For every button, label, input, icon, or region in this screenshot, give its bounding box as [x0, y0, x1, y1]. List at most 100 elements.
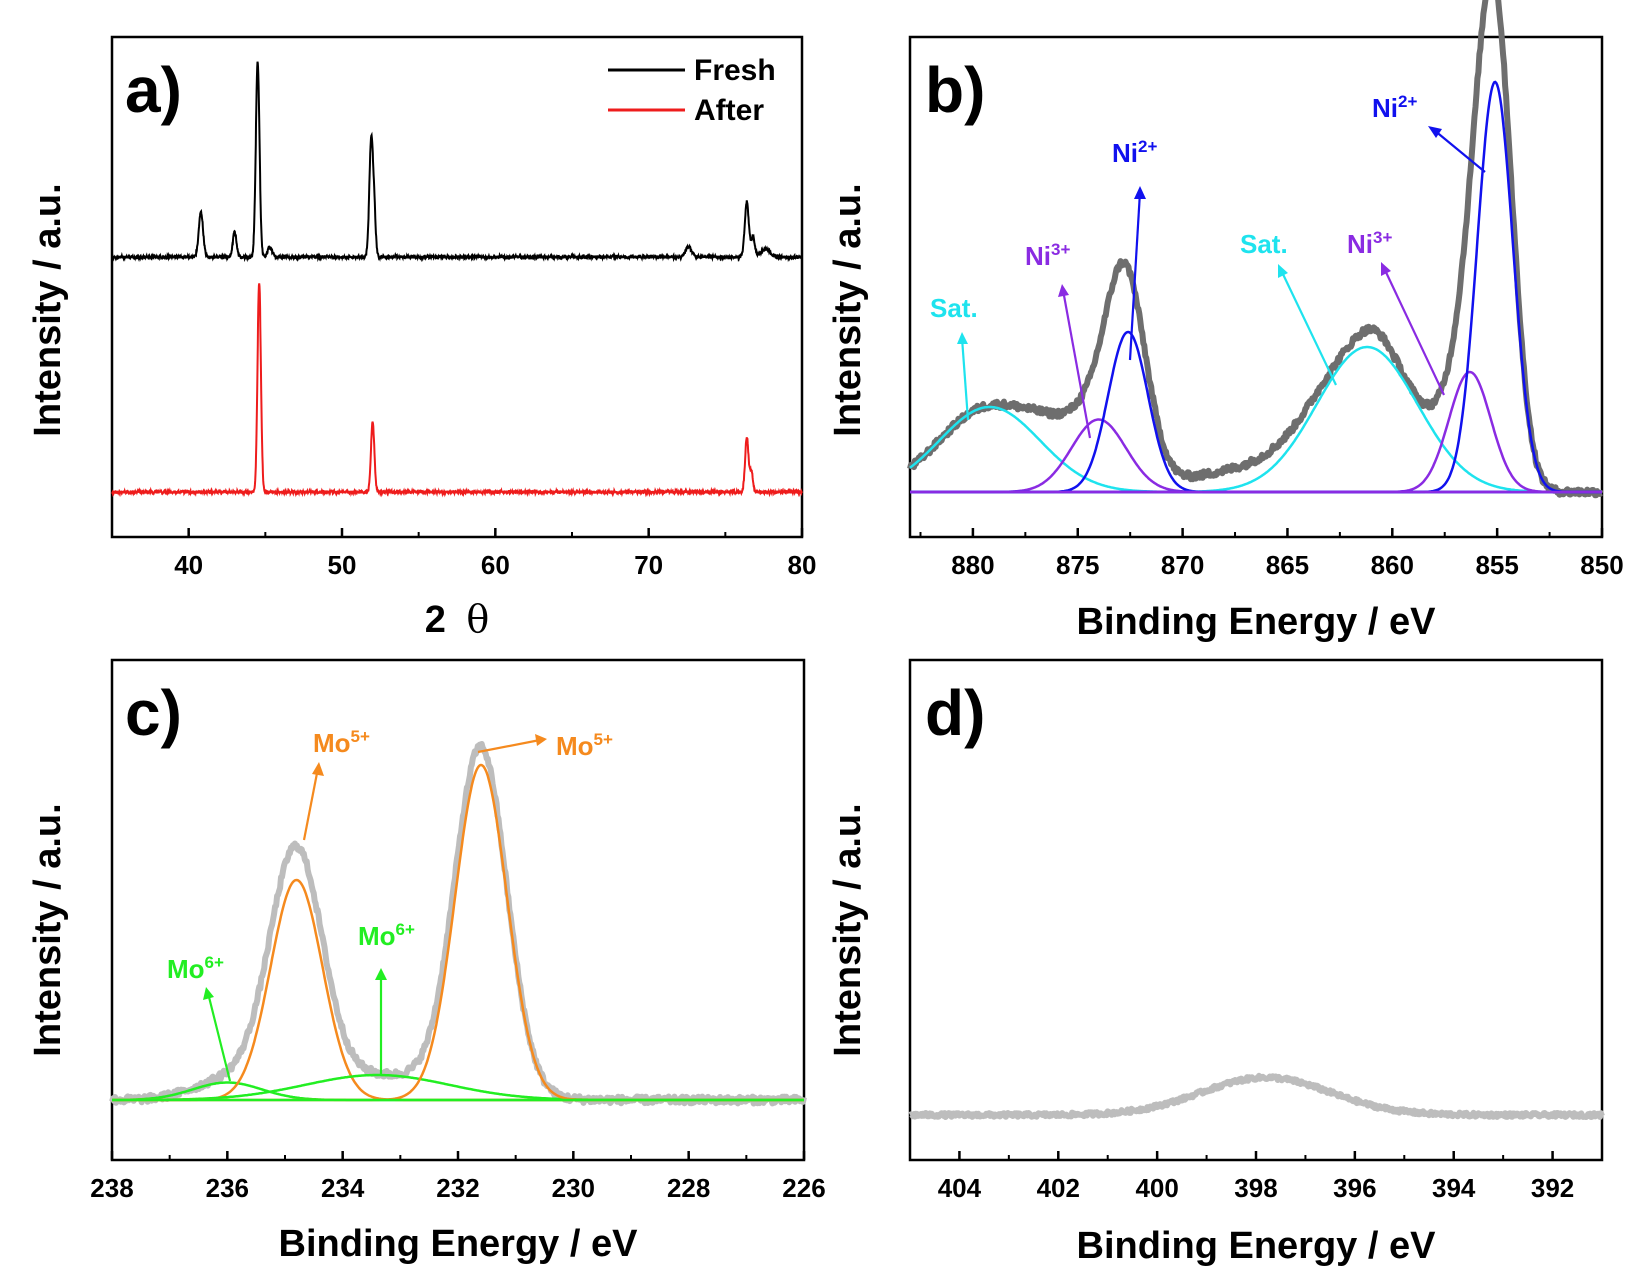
fit-component	[112, 763, 804, 1102]
series-after	[111, 283, 803, 498]
panel-c-xlabel: Binding Energy / eV	[279, 1223, 639, 1265]
x-tick-label: 396	[1333, 1173, 1376, 1203]
x-tick-label: 40	[174, 550, 203, 580]
arrow-c-mo6-left-head	[203, 987, 214, 1000]
label-c-mo6-left: Mo6+	[167, 953, 224, 984]
x-tick-label: 80	[788, 550, 817, 580]
label-b-ni2-right: Ni2+	[1372, 92, 1417, 123]
panel-a-xlabel: 2 θ	[425, 597, 490, 641]
arrow-b-ni2-left-head	[1134, 186, 1146, 199]
panel-b-ticks: 880 875 870 865 860 855 850	[919, 528, 1624, 580]
arrow-c-mo6-left	[206, 992, 232, 1082]
x-tick-label: 236	[206, 1173, 249, 1203]
arrow-b-sat-right-head	[1278, 264, 1288, 278]
panel-a-letter: a)	[125, 54, 182, 126]
label-b-ni3-left: Ni3+	[1025, 240, 1070, 271]
panel-a-legend: Fresh After	[608, 54, 776, 127]
arrow-b-ni3-left-head	[1058, 284, 1069, 297]
x-tick-label: 880	[951, 550, 994, 580]
arrow-b-ni2-right	[1433, 129, 1486, 173]
arrow-b-ni2-right-head	[1428, 126, 1442, 138]
series-fresh	[111, 61, 803, 263]
arrow-c-mo5-left-head	[312, 762, 324, 776]
x-tick-label: 230	[552, 1173, 595, 1203]
arrow-c-mo5-right-head	[535, 734, 547, 746]
fit-component	[112, 878, 804, 1102]
arrow-c-mo6-right-head	[375, 968, 387, 980]
x-tick-label: 228	[667, 1173, 710, 1203]
label-b-ni2-left: Ni2+	[1112, 137, 1157, 168]
x-tick-label: 870	[1161, 550, 1204, 580]
arrow-b-ni3-right	[1383, 267, 1445, 396]
panel-a-ticks: 40 50 60 70 80	[111, 528, 817, 580]
arrow-c-mo5-left	[302, 767, 320, 841]
label-c-mo6-right: Mo6+	[358, 920, 415, 951]
panel-d: 404 402 400 398 396 394 392 d) Intensity / a.u…	[827, 658, 1605, 1267]
panel-b-annotations: Sat. Ni3+ Ni2+ Sat. Ni3+ Ni2+	[930, 92, 1417, 323]
fit-component	[910, 345, 1602, 494]
panel-c-ticks: 238 236 234 232 230 228 226	[90, 1151, 826, 1203]
arrow-c-mo5-right	[477, 738, 541, 754]
fit-component	[910, 330, 1602, 494]
panel-b-curves	[907, 0, 1604, 499]
label-b-sat-left: Sat.	[930, 293, 978, 323]
panel-c-curves	[109, 741, 807, 1107]
panel-b-ylabel: Intensity / a.u.	[827, 183, 869, 436]
arrow-b-sat-left	[960, 337, 970, 421]
x-tick-label: 392	[1531, 1173, 1574, 1203]
fit-component	[910, 370, 1602, 494]
x-tick-label: 855	[1475, 550, 1518, 580]
panel-d-letter: d)	[925, 677, 985, 749]
legend-label-fresh: Fresh	[694, 54, 776, 87]
x-tick-label: 860	[1371, 550, 1414, 580]
x-tick-label: 234	[321, 1173, 365, 1203]
arrow-b-ni3-right-head	[1381, 262, 1391, 276]
fit-component	[910, 80, 1602, 494]
x-tick-label: 398	[1234, 1173, 1277, 1203]
panel-c-ylabel: Intensity / a.u.	[27, 803, 69, 1056]
raw-spectrum	[109, 741, 807, 1107]
panel-b-frame	[908, 35, 1604, 539]
x-tick-label: 226	[782, 1173, 825, 1203]
panel-a-ylabel: Intensity / a.u.	[27, 183, 69, 436]
panel-c-letter: c)	[125, 677, 182, 749]
x-tick-label: 875	[1056, 550, 1099, 580]
panel-d-xlabel: Binding Energy / eV	[1077, 1225, 1437, 1267]
panel-b-arrows	[957, 126, 1486, 439]
panel-c-arrows	[203, 734, 547, 1082]
x-tick-label: 70	[634, 550, 663, 580]
panel-a-frame	[110, 35, 804, 539]
label-c-mo5-left: Mo5+	[313, 727, 370, 758]
panel-b-xlabel: Binding Energy / eV	[1077, 601, 1437, 643]
panel-b-letter: b)	[925, 54, 985, 126]
panel-a-xlabel-theta: θ	[466, 597, 489, 641]
arrow-b-sat-left-head	[957, 332, 968, 344]
panel-d-curves	[908, 1072, 1605, 1120]
panel-d-ticks: 404 402 400 398 396 394 392	[909, 1151, 1603, 1203]
arrow-b-sat-right	[1280, 269, 1337, 386]
panel-c-frame	[110, 658, 806, 1162]
x-tick-label: 400	[1135, 1173, 1178, 1203]
arrow-b-ni2-left	[1128, 191, 1142, 361]
panel-a-curves	[111, 61, 803, 498]
panel-a: 40 50 60 70 80 a) Fresh After Intensity / a.…	[27, 35, 817, 641]
x-tick-label: 60	[481, 550, 510, 580]
x-tick-label: 232	[436, 1173, 479, 1203]
x-tick-label: 402	[1037, 1173, 1080, 1203]
label-b-ni3-right: Ni3+	[1347, 228, 1392, 259]
panel-d-frame	[908, 658, 1604, 1162]
x-tick-label: 404	[938, 1173, 982, 1203]
x-tick-label: 238	[90, 1173, 133, 1203]
panel-b: 880 875 870 865 860 855 850 b) Sat. Ni3+ Ni2+ …	[827, 0, 1624, 643]
panel-c: 238 236 234 232 230 228 226 c) Mo5+ Mo5+ Mo6+ …	[27, 658, 826, 1265]
panel-d-ylabel: Intensity / a.u.	[827, 803, 869, 1056]
raw-spectrum	[907, 0, 1604, 499]
label-c-mo5-right: Mo5+	[556, 730, 613, 761]
arrow-b-ni3-left	[1061, 289, 1092, 439]
fit-component	[910, 418, 1602, 494]
panel-c-annotations: Mo5+ Mo5+ Mo6+ Mo6+	[167, 727, 613, 984]
panel-a-xlabel-main: 2	[425, 599, 446, 641]
x-tick-label: 394	[1432, 1173, 1476, 1203]
raw-spectrum	[908, 1072, 1605, 1120]
